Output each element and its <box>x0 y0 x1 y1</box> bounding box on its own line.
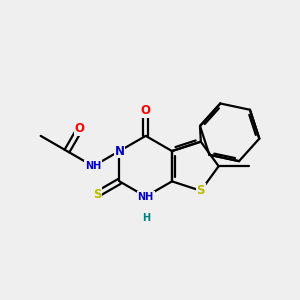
Text: S: S <box>196 184 205 197</box>
Text: O: O <box>141 103 151 117</box>
Text: S: S <box>93 188 101 201</box>
Text: NH: NH <box>85 161 101 171</box>
Text: O: O <box>75 122 85 135</box>
Text: NH: NH <box>138 191 154 202</box>
Text: N: N <box>115 145 124 158</box>
Text: H: H <box>142 213 150 223</box>
